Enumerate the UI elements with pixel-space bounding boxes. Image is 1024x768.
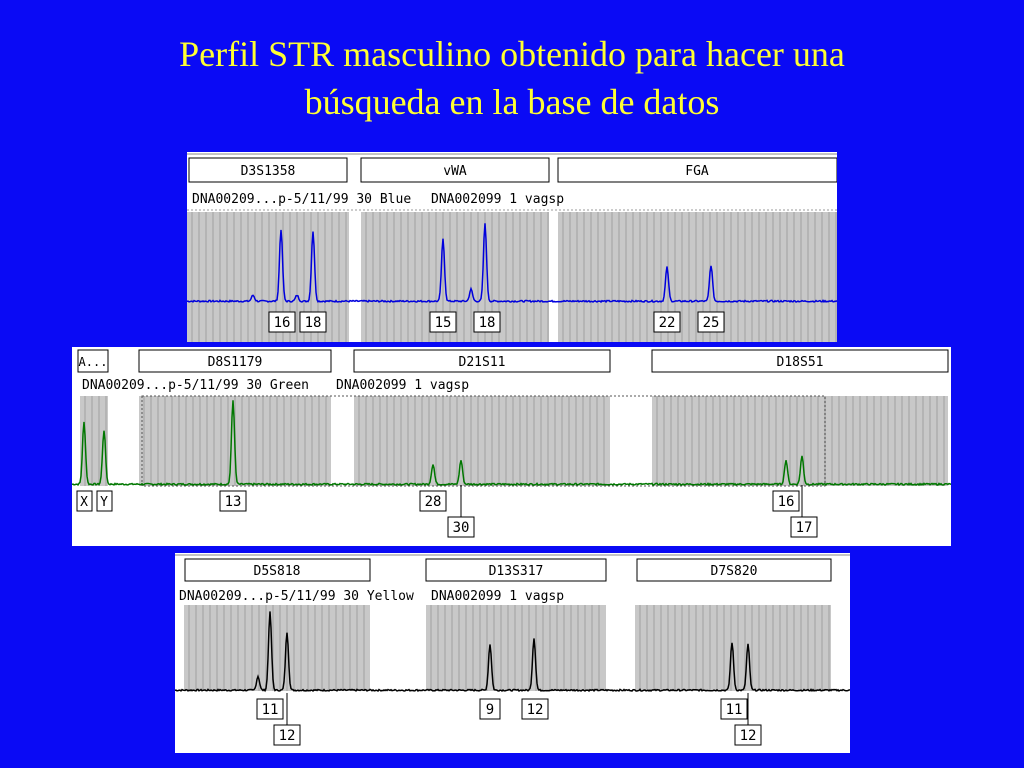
locus-label-d5s818: D5S818 — [254, 564, 301, 579]
sample-info-blue: DNA002099 1 vagsp — [431, 192, 564, 207]
allele-label: 30 — [453, 520, 470, 536]
locus-box-d7s820[interactable] — [636, 558, 832, 582]
locus-box-vwa[interactable] — [360, 157, 550, 183]
allele-label: Y — [100, 495, 108, 510]
run-info-green: DNA00209...p-5/11/99 30 Green — [82, 378, 309, 393]
allele-label: 15 — [435, 315, 452, 331]
green-trace — [72, 400, 951, 487]
locus-label-d7s820: D7S820 — [711, 564, 758, 579]
slide-title-line-2: búsqueda en la base de datos — [304, 82, 720, 122]
allele-label: 9 — [486, 702, 494, 718]
allele-label: 22 — [659, 315, 676, 331]
locus-box-fga[interactable] — [557, 157, 837, 183]
black-trace — [175, 611, 850, 693]
allele-label: X — [80, 495, 88, 510]
allele-labels-green: X Y 13 28 30 16 17 — [76, 485, 818, 538]
allele-label: 12 — [740, 728, 757, 744]
blue-trace — [187, 223, 837, 304]
electropherogram-green-panel: A... D8S1179 D21S11 D18S51 DNA00209...p-… — [72, 347, 951, 546]
allele-labels-yellow: 11 12 9 12 11 12 — [256, 693, 762, 746]
allele-label: 16 — [778, 494, 795, 510]
locus-label-d8s1179: D8S1179 — [208, 355, 263, 370]
locus-label-d13s317: D13S317 — [489, 564, 544, 579]
locus-box-d13s317[interactable] — [425, 558, 607, 582]
allele-label: 12 — [527, 702, 544, 718]
locus-box-amelogenin[interactable] — [77, 349, 109, 373]
allele-label: 18 — [479, 315, 496, 331]
locus-box-d3s1358[interactable] — [188, 157, 348, 183]
allele-label: 11 — [726, 702, 743, 718]
locus-label-vwa: vWA — [443, 164, 467, 179]
slide-title: Perfil STR masculino obtenido para hacer… — [0, 30, 1024, 126]
locus-label-amelogenin: A... — [79, 355, 108, 369]
sample-info-yellow: DNA002099 1 vagsp — [431, 589, 564, 604]
allele-labels-blue: 16 18 15 18 22 25 — [268, 311, 725, 333]
locus-label-fga: FGA — [685, 164, 709, 179]
electropherogram-yellow-panel: D5S818 D13S317 D7S820 DNA00209...p-5/11/… — [175, 553, 850, 753]
locus-box-d21s11[interactable] — [353, 349, 611, 373]
allele-label: 25 — [703, 315, 720, 331]
allele-label: 18 — [305, 315, 322, 331]
allele-bin-region — [354, 396, 610, 486]
allele-label: 12 — [279, 728, 296, 744]
allele-bin-region — [184, 605, 370, 691]
electropherogram-blue-panel: D3S1358 vWA FGA DNA00209...p-5/11/99 30 … — [187, 152, 837, 342]
locus-box-d18s51[interactable] — [651, 349, 949, 373]
locus-label-d21s11: D21S11 — [459, 355, 506, 370]
allele-label: 13 — [225, 494, 242, 510]
green-panel-svg: A... D8S1179 D21S11 D18S51 DNA00209...p-… — [72, 349, 951, 538]
sample-info-green: DNA002099 1 vagsp — [336, 378, 469, 393]
locus-box-d5s818[interactable] — [184, 558, 371, 582]
allele-label: 11 — [262, 702, 279, 718]
locus-label-d18s51: D18S51 — [777, 355, 824, 370]
blue-panel-svg: D3S1358 vWA FGA DNA00209...p-5/11/99 30 … — [187, 153, 837, 342]
allele-label: 28 — [425, 494, 442, 510]
run-info-yellow: DNA00209...p-5/11/99 30 Yellow — [179, 589, 414, 604]
run-info-blue: DNA00209...p-5/11/99 30 Blue — [192, 192, 411, 207]
locus-box-d8s1179[interactable] — [138, 349, 332, 373]
yellow-panel-svg: D5S818 D13S317 D7S820 DNA00209...p-5/11/… — [175, 554, 850, 746]
slide-title-line-1: Perfil STR masculino obtenido para hacer… — [179, 34, 845, 74]
allele-label: 16 — [274, 315, 291, 331]
allele-label: 17 — [796, 520, 813, 536]
locus-label-d3s1358: D3S1358 — [241, 164, 296, 179]
